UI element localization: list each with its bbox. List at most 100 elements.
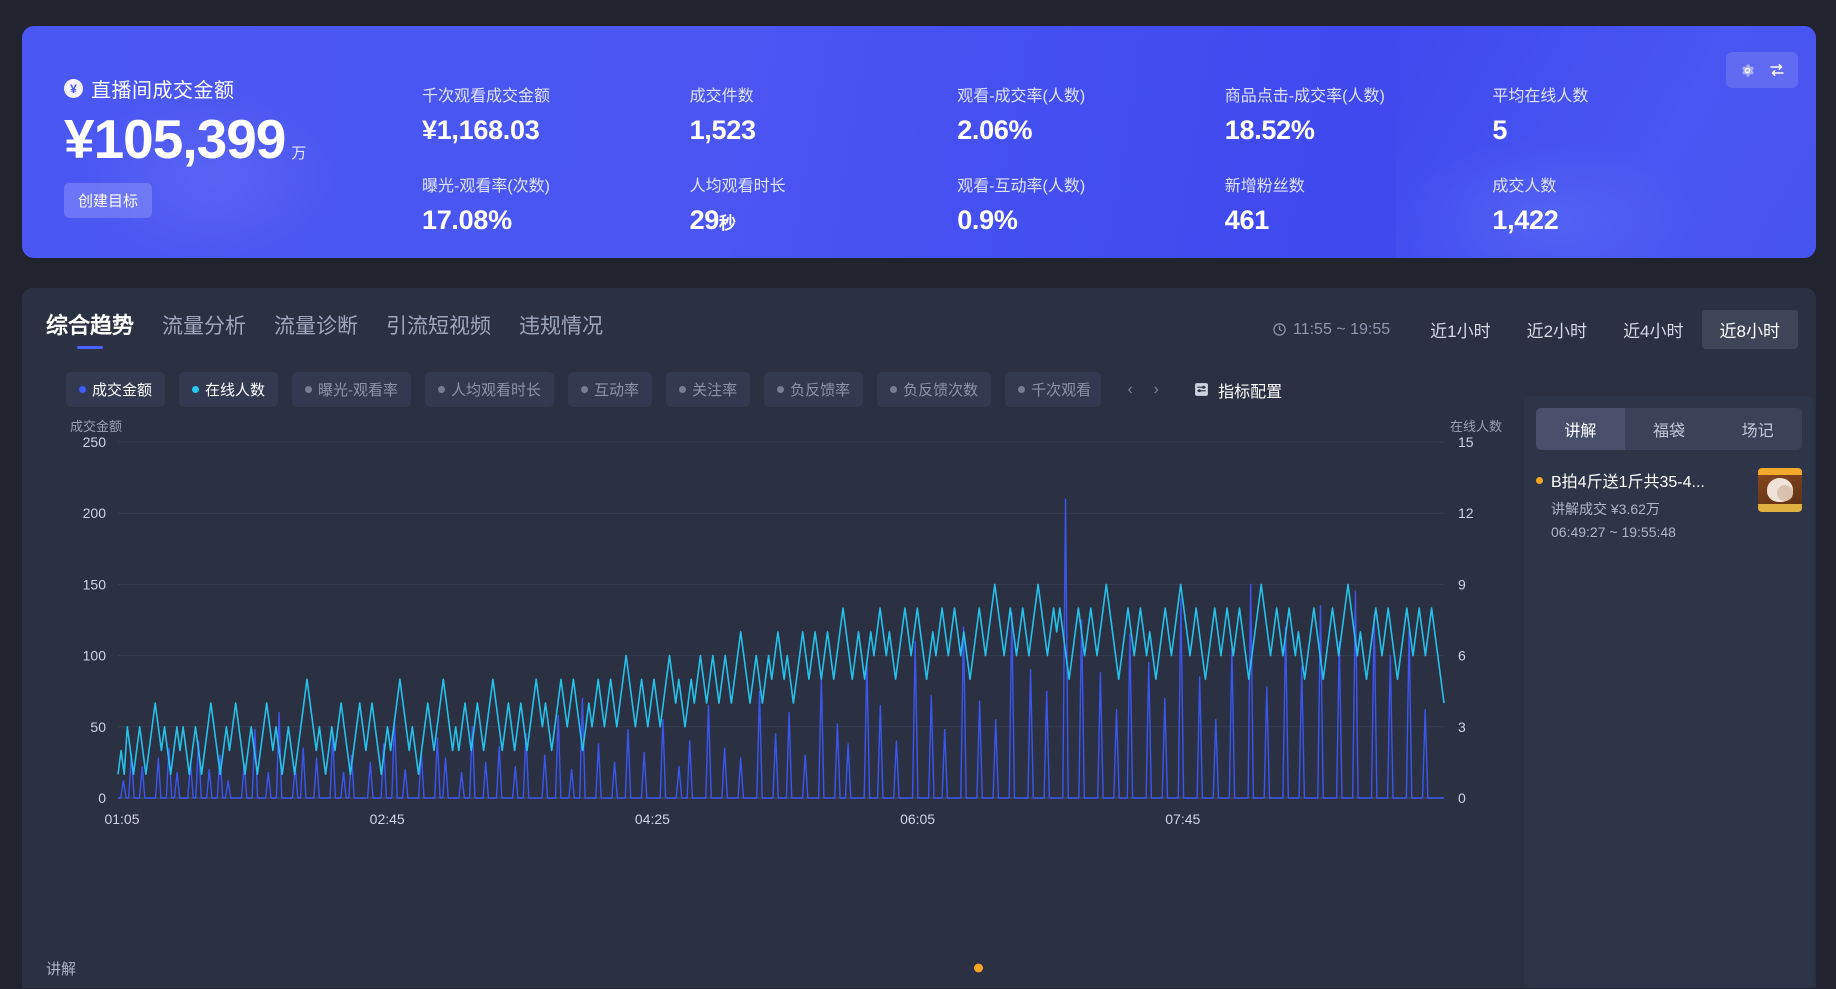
primary-metric-block: ¥ 直播间成交金额 ¥105,399 万 创建目标 [64,74,364,218]
metric-config-label: 指标配置 [1218,383,1283,401]
svg-text:06:05: 06:05 [900,811,935,827]
kpi-label: 人均观看时长 [689,178,786,195]
tab-traffic-analysis[interactable]: 流量分析 [162,315,247,338]
trend-panel: 综合趋势 流量分析 流量诊断 引流短视频 违规情况 11:55 ~ 19:55 … [22,288,1816,988]
chip-negative-feedback-count[interactable]: 负反馈次数 [877,372,992,407]
svg-text:9: 9 [1458,576,1466,592]
chip-dot-icon [1018,386,1026,393]
kpi-value-suffix: 秒 [719,214,736,233]
kpi-value: 29秒 [690,205,958,236]
chart-canvas: 0 50 100 150 200 250 0 3 6 9 12 15 01:05 02:45 04:25 06… [83,434,1474,827]
kpi-cell: 观看-成交率(人数) 2.06% [957,82,1225,146]
range-1h[interactable]: 近1小时 [1430,322,1491,341]
chip-thousand-views[interactable]: 千次观看 [1005,372,1102,407]
chip-pagination: ‹ › [1119,378,1167,402]
primary-metric-value-row: ¥105,399 万 [64,108,364,170]
time-range-selector: 11:55 ~ 19:55 近1小时 近2小时 近4小时 近8小时 [1272,310,1798,349]
chip-negative-feedback-rate[interactable]: 负反馈率 [764,372,864,407]
svg-text:02:45: 02:45 [370,811,405,827]
chevron-left-icon[interactable]: ‹ [1127,380,1133,398]
kpi-label: 曝光-观看率(次数) [422,178,550,195]
chip-dot-icon [777,386,785,393]
chip-dot-icon [890,386,898,393]
chip-dot-icon [192,386,200,393]
tab-comprehensive-trend[interactable]: 综合趋势 [46,308,134,349]
swap-arrows-icon[interactable] [1764,57,1790,83]
kpi-cell: 人均观看时长 29秒 [690,172,958,236]
svg-text:250: 250 [83,434,107,450]
list-item[interactable]: B拍4斤送1斤共35-4... 讲解成交 ¥3.62万 06:49:27 ~ 1… [1536,468,1802,540]
chart-y2-axis-title: 在线人数 [1449,419,1502,434]
kpi-value: 18.52% [1224,115,1315,145]
clock-icon [1273,323,1286,336]
range-4h[interactable]: 近4小时 [1623,322,1684,341]
event-row-explanation: 讲解 [46,948,1516,988]
side-tab-lucky-bag[interactable]: 福袋 [1653,423,1686,440]
tab-traffic-diagnosis[interactable]: 流量诊断 [274,315,359,338]
kpi-label: 成交件数 [689,88,754,105]
chip-avg-watch-duration[interactable]: 人均观看时长 [425,372,555,407]
chip-transaction-amount[interactable]: 成交金额 [66,372,166,407]
tab-violations[interactable]: 违规情况 [519,315,604,338]
range-2h[interactable]: 近2小时 [1526,322,1588,341]
metric-config-button[interactable]: 指标配置 [1193,378,1282,402]
primary-metric-header: ¥ 直播间成交金额 [64,74,364,103]
kpi-value: 17.08% [422,205,512,235]
chip-dot-icon [305,386,313,393]
chip-label: 曝光-观看率 [318,382,399,399]
side-tab-scene-log[interactable]: 场记 [1741,423,1774,440]
kpi-value: 1,523 [689,115,756,145]
primary-metric-unit: 万 [291,144,307,162]
chip-interaction-rate[interactable]: 互动率 [568,372,653,407]
list-item-subtitle: 讲解成交 ¥3.62万 [1551,501,1660,517]
event-track[interactable] [108,948,1516,988]
chip-follow-rate[interactable]: 关注率 [666,372,751,407]
chip-label: 人均观看时长 [451,382,542,399]
chip-label: 在线人数 [205,382,266,399]
primary-metric-value: ¥105,399 [64,108,286,170]
svg-text:50: 50 [90,719,106,735]
kpi-label: 千次观看成交金额 [422,88,551,105]
product-thumbnail [1758,468,1802,512]
kpi-label: 新增粉丝数 [1224,178,1305,195]
chip-label: 负反馈率 [790,382,851,399]
kpi-cell: 千次观看成交金额 ¥1,168.03 [422,82,690,146]
primary-metric-label: 直播间成交金额 [91,80,235,102]
chevron-right-icon[interactable]: › [1153,380,1159,398]
tab-short-video[interactable]: 引流短视频 [386,315,492,338]
thumbnail-bottom-band [1758,504,1802,512]
kpi-hero-card: ¥ 直播间成交金额 ¥105,399 万 创建目标 千次观看成交金额 ¥1,16… [22,26,1816,258]
status-dot-icon [1536,477,1543,484]
chip-exposure-view-rate[interactable]: 曝光-观看率 [292,372,412,407]
kpi-metrics-grid: 千次观看成交金额 ¥1,168.03 成交件数 1,523 观看-成交率(人数)… [422,82,1760,236]
range-8h[interactable]: 近8小时 [1701,310,1798,349]
kpi-value: ¥1,168.03 [422,115,540,145]
svg-text:15: 15 [1458,434,1474,450]
svg-text:6: 6 [1458,648,1466,664]
svg-text:12: 12 [1458,505,1474,521]
list-item-body: B拍4斤送1斤共35-4... 讲解成交 ¥3.62万 06:49:27 ~ 1… [1551,468,1750,540]
kpi-cell: 新增粉丝数 461 [1225,172,1493,236]
gear-icon[interactable] [1734,57,1760,83]
svg-text:01:05: 01:05 [104,811,139,827]
kpi-value-number: 29 [689,205,720,235]
create-goal-button[interactable]: 创建目标 [64,182,153,218]
chip-online-users[interactable]: 在线人数 [179,372,279,407]
kpi-label: 观看-成交率(人数) [957,88,1086,105]
time-span-text: 11:55 ~ 19:55 [1293,320,1391,338]
time-span-display: 11:55 ~ 19:55 [1272,321,1390,339]
chip-dot-icon [581,386,589,393]
thumbnail-product-shape-2 [1777,485,1793,501]
chip-dot-icon [679,386,687,393]
side-tab-explanation[interactable]: 讲解 [1536,408,1625,450]
svg-text:07:45: 07:45 [1165,811,1200,827]
chip-label: 成交金额 [92,382,153,399]
svg-text:0: 0 [1458,790,1466,806]
kpi-label: 成交人数 [1492,178,1557,195]
event-marker-dot[interactable] [973,963,983,973]
list-item-time: 06:49:27 ~ 19:55:48 [1551,524,1676,540]
chip-label: 关注率 [692,382,738,399]
kpi-label: 平均在线人数 [1492,88,1589,105]
kpi-label: 商品点击-成交率(人数) [1224,88,1385,105]
thumbnail-top-band [1758,468,1802,475]
